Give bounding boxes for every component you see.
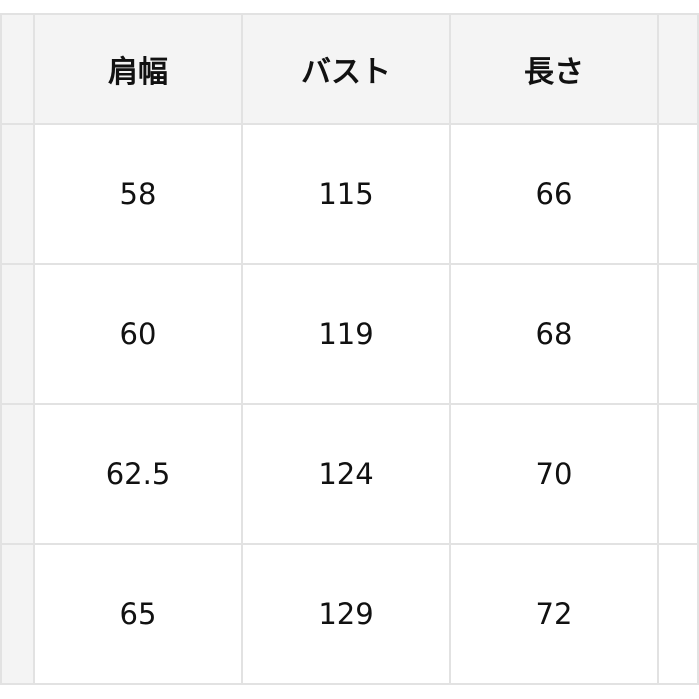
cell-shoulder-width: 58 — [33, 123, 243, 265]
table-row: 58 115 66 — [0, 123, 699, 265]
cell-bust: 124 — [241, 403, 451, 545]
header-cell-cropped-left — [0, 13, 35, 125]
cell-length: 72 — [449, 543, 659, 685]
row-label-cropped — [0, 123, 35, 265]
cell-length: 66 — [449, 123, 659, 265]
cell-bust: 129 — [241, 543, 451, 685]
table-row: 62.5 124 70 — [0, 403, 699, 545]
cell-cropped-right — [657, 123, 699, 265]
header-bust: バスト — [241, 13, 451, 125]
header-length: 長さ — [449, 13, 659, 125]
size-table: 肩幅 バスト 長さ 58 115 66 60 119 68 62.5 124 7… — [0, 13, 699, 685]
cell-cropped-right — [657, 263, 699, 405]
row-label-cropped — [0, 403, 35, 545]
header-row: 肩幅 バスト 長さ — [0, 13, 699, 125]
cell-shoulder-width: 65 — [33, 543, 243, 685]
cell-bust: 119 — [241, 263, 451, 405]
cell-cropped-right — [657, 543, 699, 685]
header-shoulder-width: 肩幅 — [33, 13, 243, 125]
cell-length: 70 — [449, 403, 659, 545]
cell-bust: 115 — [241, 123, 451, 265]
row-label-cropped — [0, 543, 35, 685]
row-label-cropped — [0, 263, 35, 405]
header-cell-cropped-right — [657, 13, 699, 125]
cell-shoulder-width: 60 — [33, 263, 243, 405]
cell-cropped-right — [657, 403, 699, 545]
table-row: 60 119 68 — [0, 263, 699, 405]
cell-shoulder-width: 62.5 — [33, 403, 243, 545]
table-row: 65 129 72 — [0, 543, 699, 685]
cell-length: 68 — [449, 263, 659, 405]
